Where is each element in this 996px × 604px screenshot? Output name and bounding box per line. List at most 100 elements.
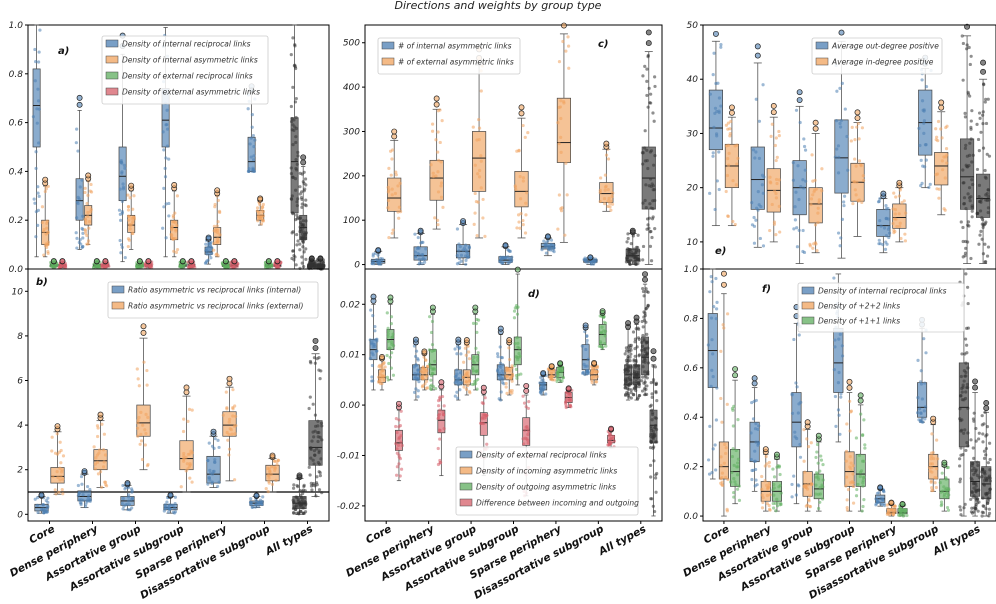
outlier-point [102, 258, 109, 265]
outlier-point [38, 492, 45, 498]
box-c-blue-0 [370, 247, 386, 266]
data-point [118, 187, 122, 191]
data-point [382, 378, 386, 382]
data-point [386, 329, 390, 333]
data-point [982, 504, 986, 508]
data-point [542, 381, 546, 385]
data-point [297, 502, 301, 506]
box-f-green-2 [813, 432, 825, 512]
data-point [298, 217, 302, 221]
data-point [301, 511, 305, 516]
data-point [139, 432, 143, 436]
data-point [928, 182, 932, 186]
data-point [646, 290, 650, 294]
data-point [719, 464, 723, 468]
data-point [437, 428, 442, 432]
data-point [293, 508, 297, 512]
legend-swatch [459, 482, 473, 491]
data-point [213, 437, 217, 441]
y-tick-label: 0.2 [9, 216, 24, 226]
data-point [645, 148, 649, 152]
data-point [295, 200, 299, 204]
legend-label: Average in-degree positive [831, 58, 934, 67]
data-point [120, 245, 124, 250]
data-point [36, 496, 40, 500]
data-point [844, 449, 849, 453]
outlier-point [899, 500, 906, 507]
data-point [167, 157, 171, 161]
data-point [565, 395, 569, 399]
data-point [75, 200, 79, 204]
data-point [289, 171, 294, 176]
data-point [229, 263, 233, 267]
data-point [259, 222, 264, 226]
data-point [78, 238, 82, 242]
box-f-green-3 [854, 392, 867, 513]
data-point [640, 344, 645, 348]
data-point [814, 475, 819, 479]
data-point [987, 511, 992, 515]
y-tick-label: 10 [687, 238, 699, 248]
data-point [845, 508, 849, 512]
data-point [437, 158, 441, 162]
data-point [972, 456, 976, 460]
outlier-point [50, 258, 57, 265]
y-tick-label: 20 [687, 184, 699, 194]
data-point [394, 424, 398, 429]
data-point [641, 74, 645, 78]
data-point [972, 472, 976, 477]
data-point [903, 239, 908, 243]
data-point [413, 255, 418, 259]
data-point [934, 173, 938, 177]
box-e-blue-0 [708, 30, 723, 227]
data-point [75, 246, 79, 250]
data-point [432, 348, 436, 352]
data-point [475, 330, 479, 335]
data-point [33, 201, 37, 205]
data-point [388, 355, 392, 359]
data-point [294, 166, 298, 171]
data-point [600, 325, 604, 329]
data-point [521, 123, 525, 128]
outlier-point [796, 89, 803, 96]
data-point [960, 34, 964, 38]
data-point [733, 480, 737, 484]
box-d-orange-5 [589, 359, 600, 386]
data-point [308, 263, 312, 267]
data-point [458, 388, 462, 392]
outlier-point [650, 355, 657, 362]
data-point [436, 446, 440, 451]
data-point [475, 387, 479, 391]
data-point [645, 79, 649, 83]
data-point [648, 244, 653, 248]
data-point [436, 190, 441, 194]
y-tick-label: 30 [687, 129, 699, 139]
data-point [59, 470, 64, 474]
data-point [462, 360, 466, 364]
outlier-point [854, 109, 861, 116]
data-point [417, 257, 421, 261]
data-point [129, 497, 133, 502]
data-point [631, 330, 636, 334]
box-d-blue-5 [580, 322, 591, 377]
data-point [130, 506, 134, 510]
data-point [799, 184, 803, 189]
data-point [774, 191, 778, 196]
data-point [627, 387, 631, 391]
data-point [80, 226, 84, 231]
data-point [515, 336, 519, 340]
data-point [121, 496, 125, 501]
data-point [506, 366, 510, 371]
data-point [398, 474, 402, 478]
data-point [46, 230, 50, 234]
data-point [720, 483, 724, 487]
data-point [735, 473, 740, 477]
box-f-blue-6 [958, 268, 970, 517]
data-point [608, 202, 612, 206]
data-point [730, 454, 735, 459]
data-point [431, 171, 435, 175]
box-a-red-1 [100, 258, 111, 270]
box-b-orange-6 [307, 337, 324, 498]
data-point [165, 108, 169, 112]
data-point [767, 503, 771, 508]
